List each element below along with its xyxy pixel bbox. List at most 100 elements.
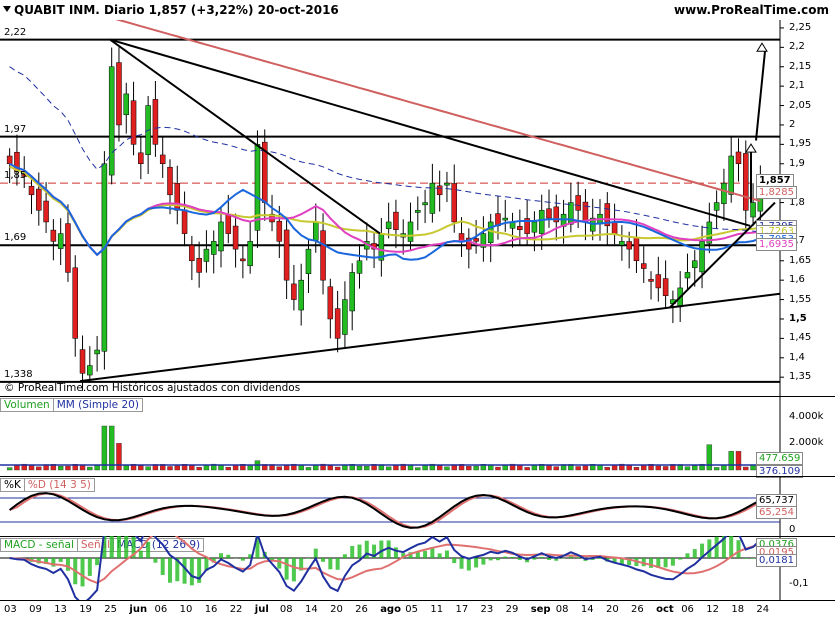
- candle-body: [751, 203, 756, 217]
- macd-histogram-bar: [678, 558, 682, 560]
- volume-bar: [36, 467, 41, 470]
- macd-histogram-bar: [518, 558, 522, 560]
- candle-body: [124, 94, 129, 115]
- candle-body: [393, 212, 398, 230]
- macd-histogram-bar: [503, 557, 507, 558]
- candle-body: [29, 186, 34, 195]
- macd-histogram-bar: [219, 553, 223, 558]
- macd-histogram-bar: [693, 549, 697, 558]
- candle-body: [649, 279, 654, 281]
- site-link[interactable]: www.ProRealTime.com: [674, 3, 829, 17]
- date-label: 23: [481, 604, 494, 615]
- candle-body: [255, 144, 260, 230]
- date-label: 12: [706, 604, 719, 615]
- volume-bar: [525, 467, 530, 470]
- stoch-value-box: 65,737: [756, 494, 797, 507]
- collapse-arrow-icon[interactable]: [3, 6, 11, 12]
- candle-body: [612, 223, 617, 234]
- volume-value-box: 477.659: [756, 452, 803, 465]
- macd-histogram-bar: [715, 537, 719, 558]
- macd-histogram-bar: [95, 558, 99, 565]
- macd-histogram-bar: [489, 558, 493, 560]
- price-tick-label: 1,9: [789, 158, 805, 169]
- macd-histogram-bar: [751, 558, 755, 559]
- macd-histogram-bar: [576, 557, 580, 558]
- candle-body: [415, 210, 420, 212]
- macd-histogram-bar: [547, 558, 551, 560]
- macd-histogram-bar: [343, 554, 347, 558]
- macd-histogram-bar: [146, 542, 150, 558]
- volume-bar: [466, 466, 471, 470]
- candle-body: [517, 226, 522, 229]
- volume-bar: [109, 426, 114, 470]
- date-label: 06: [681, 604, 694, 615]
- macd-histogram-bar: [139, 551, 143, 558]
- date-label: oct: [656, 604, 674, 615]
- macd-histogram-bar: [190, 558, 194, 585]
- price-tick-label: 1,4: [789, 352, 805, 363]
- candle-body: [386, 222, 391, 229]
- price-tick-label: 1,95: [789, 138, 811, 149]
- volume-bar: [605, 467, 610, 470]
- macd-histogram-bar: [88, 558, 92, 576]
- candle-body: [539, 210, 544, 233]
- macd-histogram-bar: [474, 558, 478, 567]
- date-label: 10: [180, 604, 193, 615]
- date-label: ago: [380, 604, 401, 615]
- date-label: 14: [305, 604, 318, 615]
- volume-bar: [116, 443, 121, 470]
- macd-histogram-bar: [59, 558, 63, 562]
- macd-histogram-bar: [357, 545, 361, 558]
- volume-bar: [685, 467, 690, 470]
- volume-bar: [423, 465, 428, 470]
- macd-histogram-bar: [350, 546, 354, 558]
- stoch-value-box: 65,254: [756, 506, 797, 519]
- volume-bar: [65, 466, 70, 470]
- volume-chart[interactable]: [0, 396, 835, 474]
- price-tick-label: 1,35: [789, 371, 811, 382]
- volume-bar: [714, 467, 719, 470]
- date-label: 05: [405, 604, 418, 615]
- candle-body: [729, 156, 734, 195]
- macd-histogram-bar: [452, 558, 456, 563]
- candle-body: [51, 230, 56, 241]
- stochastic-chart[interactable]: [0, 476, 835, 536]
- candle-body: [240, 259, 245, 261]
- volume-bar: [284, 466, 289, 470]
- price-level-label: 2,22: [4, 27, 26, 38]
- macd-histogram-bar: [460, 558, 464, 569]
- date-label: 18: [731, 604, 744, 615]
- candle-body: [44, 201, 49, 222]
- price-tick-label: 1,6: [789, 274, 805, 285]
- macd-histogram-bar: [394, 547, 398, 558]
- copyright-note: © ProRealTime.com Históricos ajustados c…: [4, 382, 300, 394]
- macd-histogram-bar: [241, 558, 245, 561]
- candle-body: [211, 241, 216, 254]
- title-bar: QUABIT INM. Diario 1,857 (+3,22%) 20-oct…: [0, 0, 835, 20]
- candle-body: [357, 261, 362, 274]
- macd-histogram-bar: [226, 555, 230, 558]
- macd-chart[interactable]: [0, 536, 835, 600]
- macd-histogram-bar: [110, 536, 114, 558]
- price-level-label: 1,338: [4, 369, 33, 380]
- date-label: 24: [756, 604, 769, 615]
- macd-value-box: 0,0181: [756, 554, 797, 567]
- candle-body: [167, 167, 172, 195]
- macd-signal-line: [10, 536, 761, 583]
- candle-body: [721, 183, 726, 204]
- volume-bar: [729, 451, 734, 470]
- macd-histogram-bar: [183, 558, 187, 584]
- candle-body: [65, 224, 70, 273]
- price-chart[interactable]: [0, 20, 835, 396]
- date-label: 14: [581, 604, 594, 615]
- candle-body: [583, 202, 588, 222]
- volume-bar: [14, 465, 19, 470]
- candle-body: [641, 264, 646, 269]
- candle-body: [736, 152, 741, 164]
- date-label: 17: [456, 604, 469, 615]
- candle-body: [80, 350, 85, 374]
- date-label: 06: [155, 604, 168, 615]
- candle-body: [437, 186, 442, 195]
- volume-bar: [364, 466, 369, 470]
